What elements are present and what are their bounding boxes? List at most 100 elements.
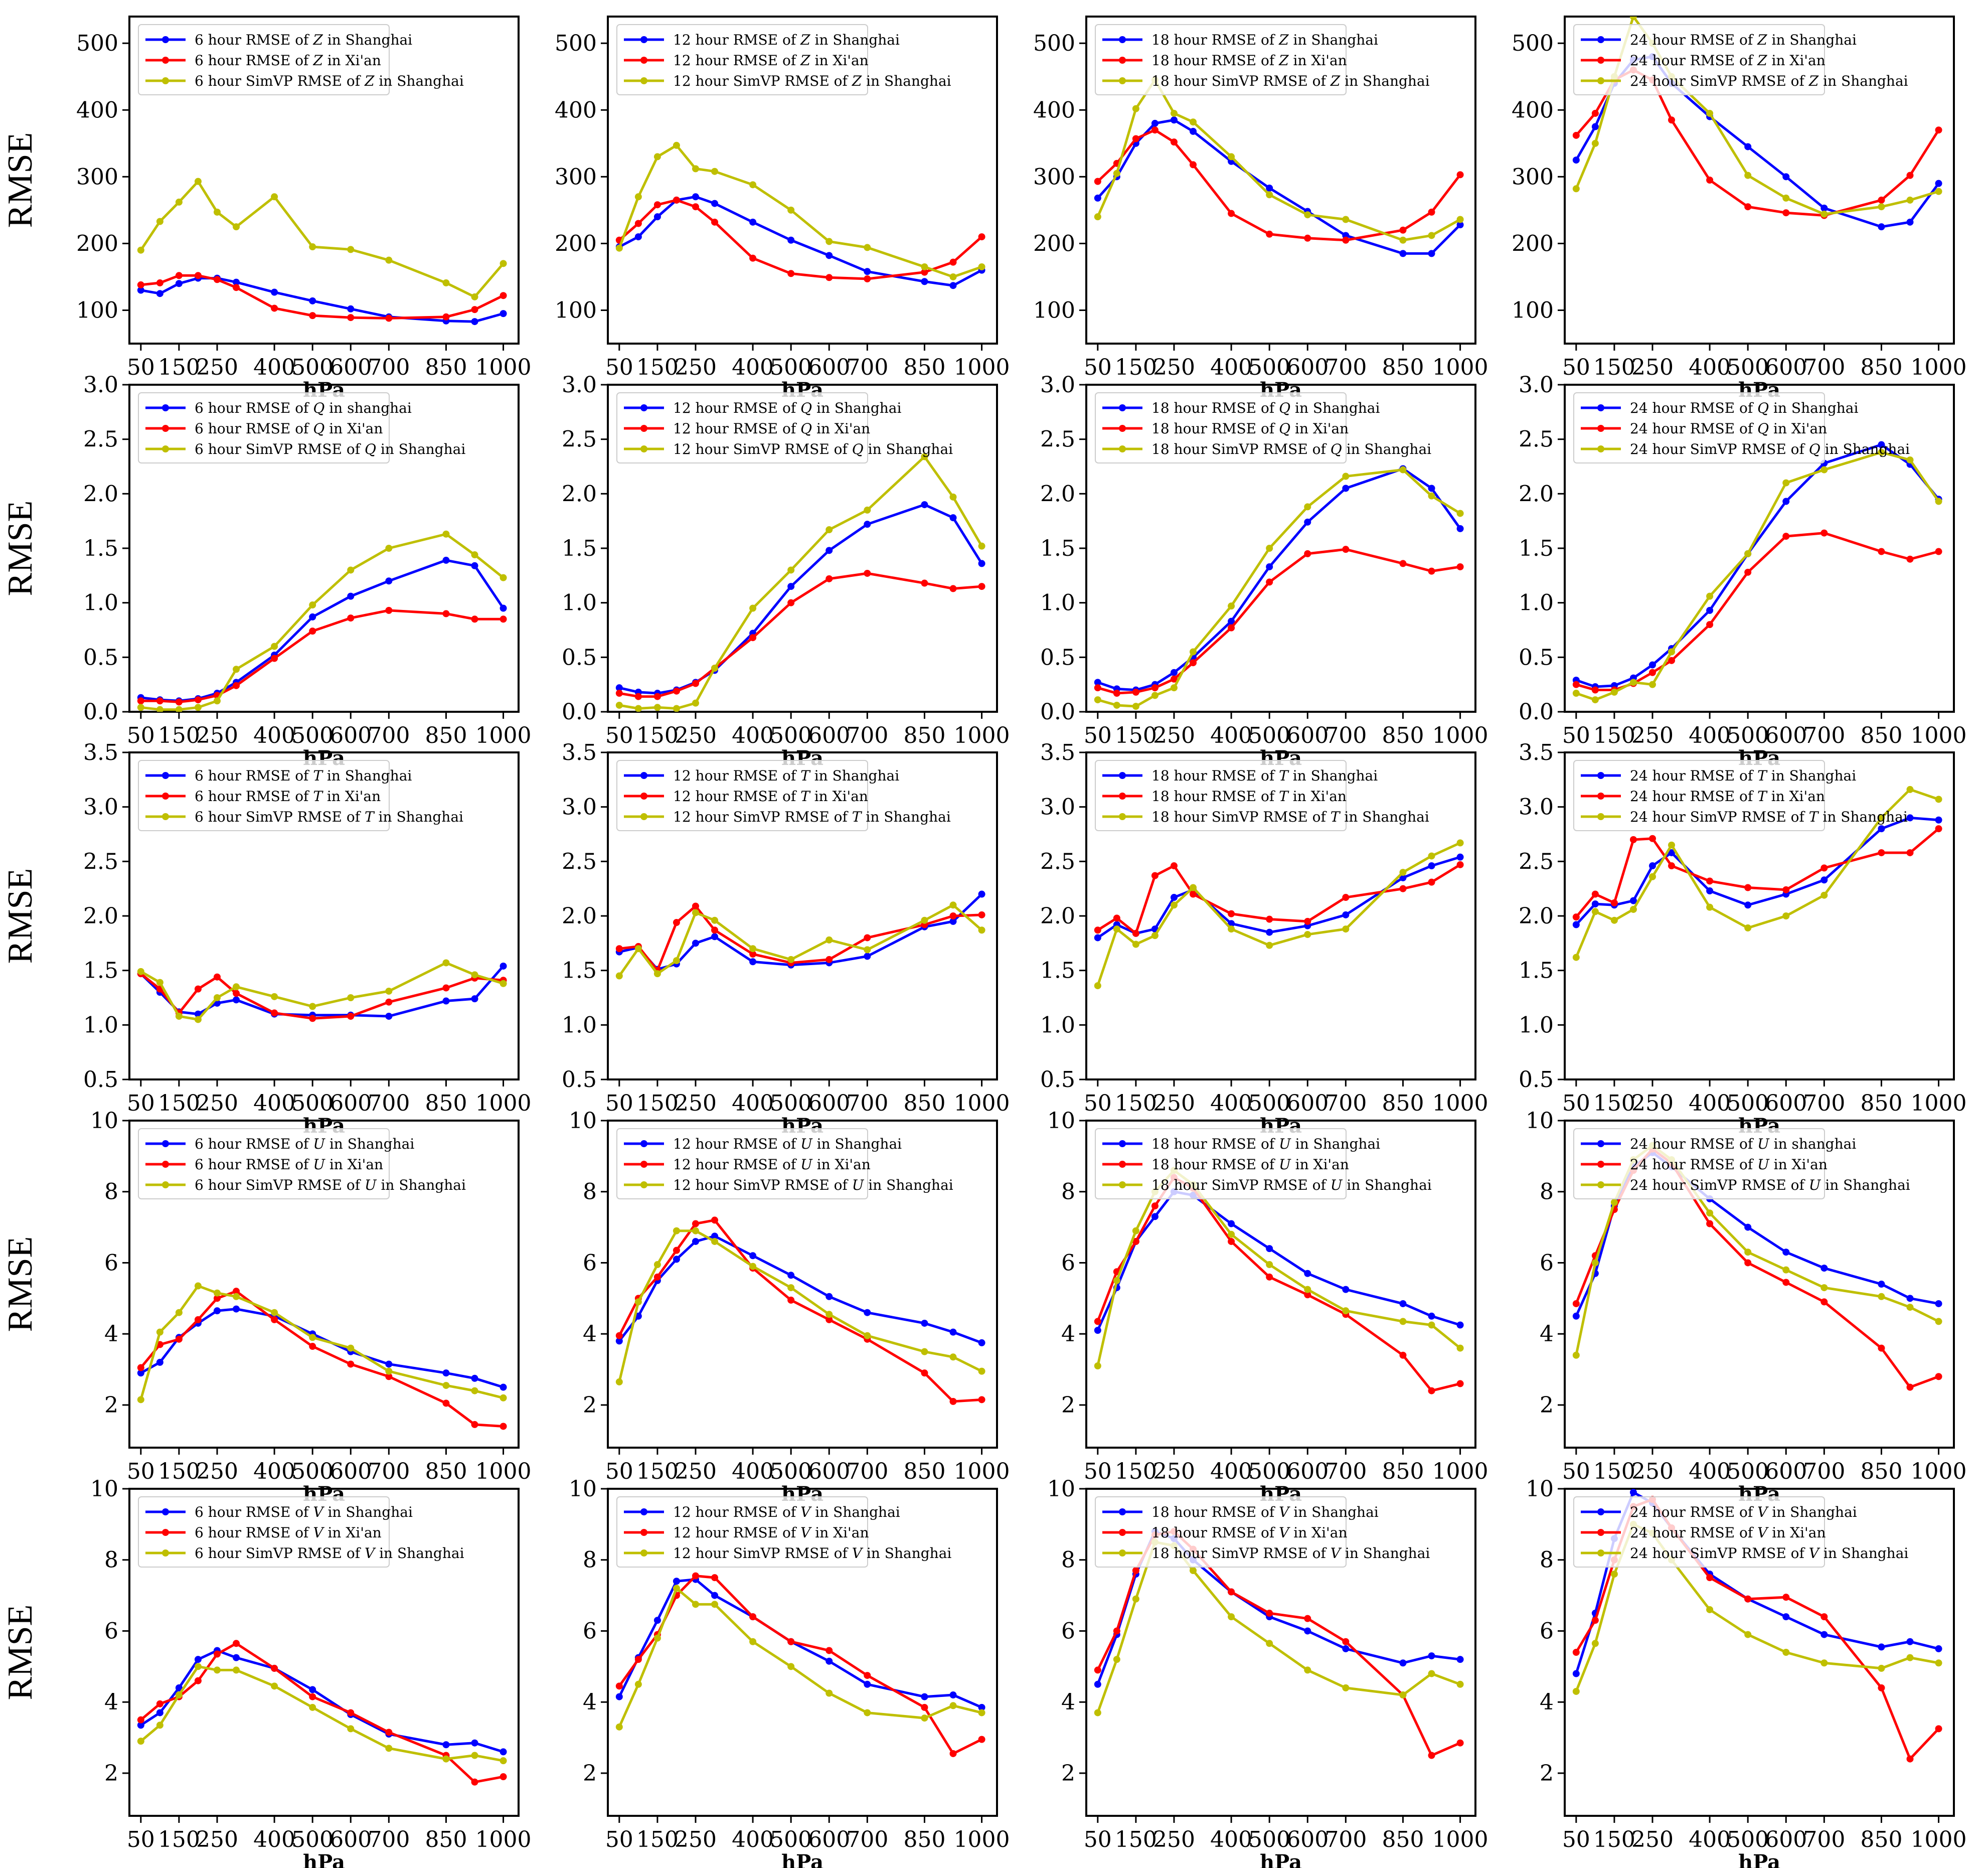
data-point xyxy=(1094,1680,1101,1688)
y-tick-label: 0.5 xyxy=(1519,645,1554,670)
data-point xyxy=(1456,1680,1464,1688)
data-point xyxy=(1228,1237,1235,1245)
x-tick-label: 600 xyxy=(1765,1091,1807,1116)
data-point xyxy=(1878,1684,1885,1691)
data-point xyxy=(137,281,144,288)
data-point xyxy=(825,252,833,259)
legend-entry-label: 24 hour SimVP RMSE of V in Shanghai xyxy=(1630,1545,1908,1562)
legend-entry-label: 6 hour RMSE of Z in Xi'an xyxy=(195,52,381,69)
legend-swatch-marker xyxy=(1597,404,1604,411)
data-point xyxy=(385,1729,393,1736)
y-axis-label: RMSE xyxy=(1,868,40,964)
plot-frame xyxy=(128,16,520,345)
y-tick-label: 0.5 xyxy=(83,645,118,670)
data-point xyxy=(921,278,928,285)
data-point xyxy=(1428,862,1435,870)
data-point xyxy=(1304,550,1311,557)
x-tick-label: 500 xyxy=(291,1091,334,1116)
x-tick-label: 850 xyxy=(425,1827,467,1852)
y-tick-label: 1.5 xyxy=(562,536,597,561)
data-point xyxy=(271,288,278,296)
y-tick-label: 8 xyxy=(1540,1547,1554,1573)
y-tick-label: 0.0 xyxy=(1519,699,1554,725)
data-point xyxy=(864,506,871,514)
legend-entry-label: 12 hour RMSE of V in Xi'an xyxy=(673,1524,869,1541)
data-point xyxy=(385,1367,393,1375)
legend-swatch-marker xyxy=(162,1161,169,1168)
plot-area xyxy=(615,1216,985,1405)
data-point xyxy=(1744,1249,1752,1256)
data-point xyxy=(1782,1613,1790,1621)
data-point xyxy=(385,1373,393,1380)
legend-swatch-marker xyxy=(1119,57,1126,64)
data-point xyxy=(1132,703,1139,710)
data-point xyxy=(213,1666,221,1674)
data-point xyxy=(347,614,355,622)
y-tick-label: 0.5 xyxy=(1040,645,1075,670)
x-tick-label: 500 xyxy=(1248,1459,1290,1484)
y-tick-label: 10 xyxy=(1526,1476,1554,1502)
data-point xyxy=(194,1663,202,1670)
data-point xyxy=(1266,1640,1273,1647)
legend-swatch-marker xyxy=(640,404,647,411)
x-tick-label: 150 xyxy=(158,1459,200,1484)
data-point xyxy=(1094,684,1101,692)
data-point xyxy=(1266,942,1273,949)
data-point xyxy=(653,1617,661,1624)
data-point xyxy=(1190,1567,1197,1574)
data-point xyxy=(1342,925,1350,933)
data-point xyxy=(194,1282,202,1290)
x-tick-label: 600 xyxy=(329,1091,372,1116)
data-point xyxy=(749,951,757,958)
data-point xyxy=(978,926,985,934)
x-tick-label: 50 xyxy=(127,723,155,748)
x-tick-label: 500 xyxy=(1248,1827,1290,1852)
x-tick-label: 850 xyxy=(1860,1091,1902,1116)
data-point xyxy=(692,1227,699,1234)
x-tick-label: 600 xyxy=(329,1459,372,1484)
data-point xyxy=(1744,203,1752,211)
y-tick-label: 0.5 xyxy=(1519,1067,1554,1093)
data-point xyxy=(949,258,957,266)
data-point xyxy=(653,153,661,161)
data-point xyxy=(309,243,316,251)
y-tick-label: 3.0 xyxy=(1040,372,1075,398)
data-point xyxy=(615,701,623,709)
x-tick-label: 700 xyxy=(1803,355,1845,380)
data-point xyxy=(500,310,507,318)
x-tick-label: 700 xyxy=(1803,1091,1845,1116)
x-tick-label: 700 xyxy=(1803,1459,1845,1484)
data-point xyxy=(442,1399,450,1407)
data-point xyxy=(1629,897,1637,904)
data-point xyxy=(271,304,278,312)
data-point xyxy=(787,956,795,963)
data-point xyxy=(1399,226,1407,234)
data-point xyxy=(1113,1627,1120,1635)
legend-swatch-marker xyxy=(162,425,169,432)
data-point xyxy=(1906,1654,1914,1661)
legend-entry-label: 24 hour RMSE of T in Shanghai xyxy=(1630,767,1856,784)
data-point xyxy=(233,666,240,673)
legend: 6 hour RMSE of Z in Shanghai 6 hour RMSE … xyxy=(138,24,464,95)
plot-frame xyxy=(1564,1120,1955,1449)
plot-frame xyxy=(1564,1488,1955,1817)
y-tick-label: 6 xyxy=(1540,1250,1554,1276)
y-tick-label: 2.0 xyxy=(83,481,118,507)
legend-box xyxy=(616,1128,868,1199)
x-tick-label: 150 xyxy=(158,355,200,380)
data-point xyxy=(615,1337,623,1345)
x-tick-label: 600 xyxy=(1286,1091,1329,1116)
legend-box xyxy=(1573,760,1825,831)
y-tick-label: 1.5 xyxy=(1519,536,1554,561)
x-tick-label: 850 xyxy=(425,723,467,748)
data-point xyxy=(471,1421,478,1428)
x-tick-label: 50 xyxy=(1084,723,1112,748)
x-tick-label: 250 xyxy=(1153,1459,1195,1484)
legend-swatch-marker xyxy=(1119,404,1126,411)
data-point xyxy=(864,946,871,954)
x-tick-label: 1000 xyxy=(475,355,532,380)
data-point xyxy=(615,1332,623,1339)
data-point xyxy=(949,1397,957,1405)
data-point xyxy=(711,168,719,175)
legend: 18 hour RMSE of Q in Shanghai 18 hour RMS… xyxy=(1095,392,1431,463)
